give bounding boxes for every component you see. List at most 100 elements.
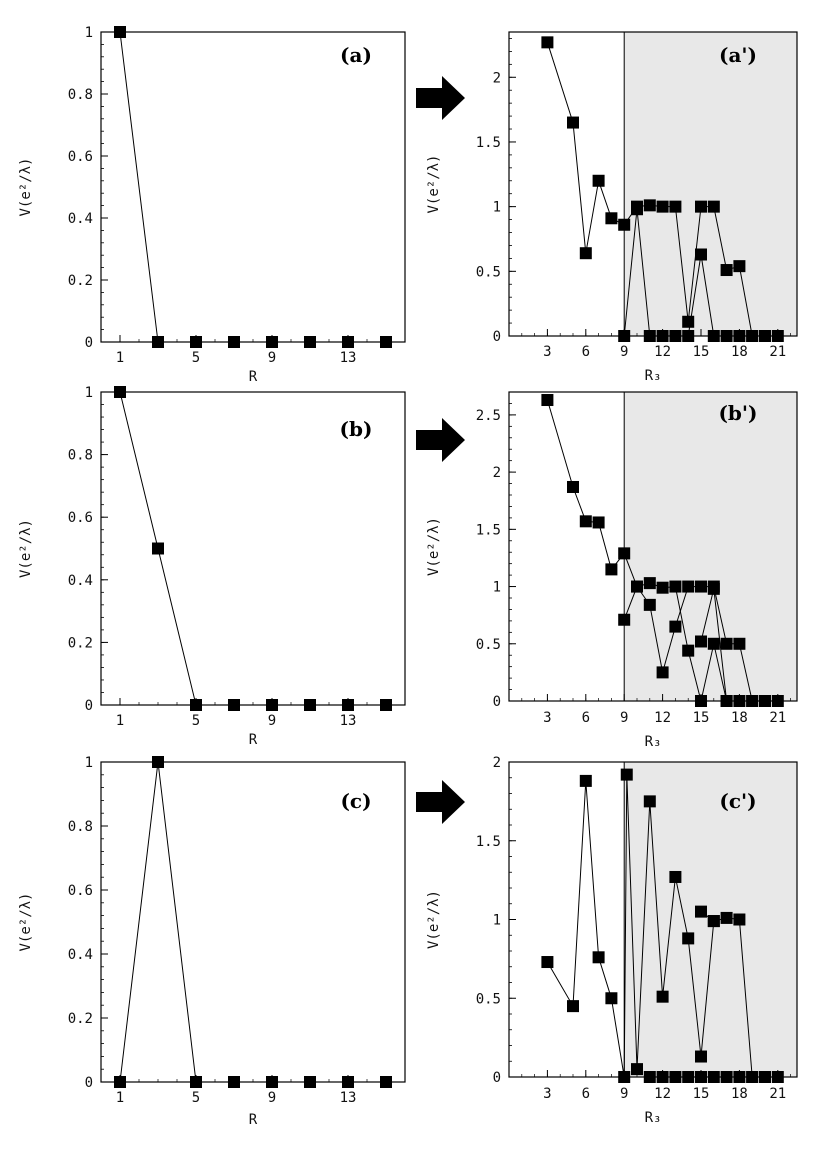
data-point (733, 330, 746, 342)
data-point (656, 200, 669, 213)
data-point (579, 247, 592, 260)
data-point (579, 515, 592, 528)
data-point (541, 36, 554, 49)
y-tick-label: 0 (493, 1070, 501, 1086)
x-axis-title: R (249, 732, 258, 748)
x-tick-label: 21 (769, 710, 786, 726)
panel-label: (b) (340, 417, 373, 441)
shaded-region (624, 32, 797, 336)
data-point (746, 1071, 759, 1083)
x-tick-label: 13 (340, 713, 357, 729)
y-tick-label: 0.5 (476, 264, 501, 280)
x-tick-label: 9 (268, 713, 276, 729)
x-tick-label: 5 (192, 350, 200, 366)
y-axis-title: V(e²/λ) (18, 157, 34, 216)
y-tick-label: 1 (493, 200, 501, 216)
data-point (152, 336, 164, 348)
x-axis-title: R₃ (645, 1110, 662, 1126)
data-point (592, 174, 605, 187)
data-point (720, 330, 733, 342)
y-tick-label: 1 (85, 25, 93, 41)
data-point (771, 695, 784, 707)
data-point (380, 336, 392, 348)
data-point (567, 1000, 579, 1013)
y-axis-title: V(e²/λ) (426, 517, 442, 576)
data-point (656, 581, 669, 594)
y-tick-label: 0.2 (68, 273, 93, 289)
data-point (656, 1071, 669, 1083)
data-point (759, 695, 771, 707)
data-point (114, 386, 126, 398)
series-line (546, 42, 753, 337)
x-tick-label: 3 (543, 344, 551, 360)
data-point (771, 1071, 784, 1083)
x-tick-label: 5 (192, 1090, 200, 1106)
data-point (643, 577, 656, 590)
data-point (631, 580, 643, 593)
x-axis-title: R₃ (645, 368, 662, 384)
x-tick-label: 15 (693, 344, 710, 360)
y-tick-label: 0 (85, 1075, 93, 1091)
data-point (618, 330, 631, 342)
data-point (733, 913, 746, 926)
data-point (759, 1071, 771, 1083)
data-point (682, 580, 695, 593)
arrow-icon (416, 780, 465, 824)
data-point (695, 905, 707, 918)
data-point (114, 1076, 126, 1088)
y-tick-label: 0.5 (476, 991, 501, 1007)
series-line (119, 31, 386, 343)
y-tick-label: 1 (493, 580, 501, 596)
data-point (733, 695, 746, 707)
x-tick-label: 9 (620, 1086, 628, 1102)
data-point (707, 915, 720, 928)
x-tick-label: 18 (731, 1086, 748, 1102)
data-point (746, 330, 759, 342)
y-tick-label: 2.5 (476, 408, 501, 424)
x-tick-label: 3 (543, 710, 551, 726)
y-tick-label: 1 (493, 913, 501, 929)
chart-panel: 0 0.2 0.4 0.6 0.8 1 1 5 9 13 R V(e²/λ) (c) (18, 755, 406, 1128)
y-tick-label: 0.4 (68, 947, 93, 963)
data-point (643, 199, 656, 212)
y-axis-title: V(e²/λ) (426, 154, 442, 213)
data-point (720, 637, 733, 650)
y-tick-label: 0.8 (68, 87, 93, 103)
y-tick-label: 1.5 (476, 834, 501, 850)
y-tick-label: 0 (493, 329, 501, 345)
y-tick-label: 0.2 (68, 1011, 93, 1027)
x-tick-label: 1 (116, 1090, 124, 1106)
series-line (119, 761, 386, 1083)
y-tick-label: 1.5 (476, 135, 501, 151)
data-point (567, 480, 579, 493)
data-point (380, 699, 392, 711)
data-point (605, 992, 618, 1005)
y-tick-label: 0.2 (68, 635, 93, 651)
x-tick-label: 9 (620, 710, 628, 726)
y-tick-label: 0.8 (68, 448, 93, 464)
data-point (266, 336, 278, 348)
x-tick-label: 9 (268, 1090, 276, 1106)
data-point (114, 26, 126, 38)
data-point (228, 336, 240, 348)
x-tick-label: 6 (582, 344, 590, 360)
series-line (119, 391, 386, 706)
y-tick-label: 1 (85, 755, 93, 771)
data-point (656, 990, 669, 1003)
data-point (605, 563, 618, 576)
data-point (669, 870, 682, 883)
y-tick-label: 0.4 (68, 573, 93, 589)
y-tick-label: 0.8 (68, 819, 93, 835)
panel-label: (b') (718, 401, 757, 425)
data-point (682, 1071, 695, 1083)
data-point (695, 200, 707, 213)
data-point (620, 768, 633, 781)
data-point (720, 1071, 733, 1083)
x-tick-label: 13 (340, 350, 357, 366)
data-point (541, 394, 554, 407)
y-tick-label: 2 (493, 70, 501, 86)
x-tick-label: 15 (693, 1086, 710, 1102)
data-point (228, 1076, 240, 1088)
y-tick-label: 0 (85, 698, 93, 714)
data-point (304, 699, 316, 711)
